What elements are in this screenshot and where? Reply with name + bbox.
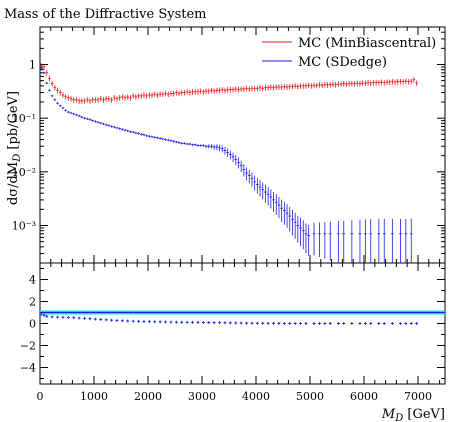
ratio-tick-label: 0 (29, 318, 36, 331)
chart-title: Mass of the Diffractive System (4, 7, 207, 22)
x-tick-label: 5000 (296, 390, 324, 403)
y-tick-label: 10⁻² (12, 166, 36, 179)
legend-sdedge-label: MC (SDedge) (298, 55, 387, 70)
legend: MC (MinBiascentral) MC (SDedge) (262, 36, 436, 70)
x-tick-label: 7000 (404, 390, 432, 403)
x-tick-label: 2000 (134, 390, 162, 403)
x-tick-label: 3000 (188, 390, 216, 403)
ratio-y-axis: 4 2 0 −2 −4 (20, 268, 445, 379)
x-tick-label: 4000 (242, 390, 270, 403)
series-sdedge (40, 67, 413, 263)
ratio-tick-label: −4 (20, 362, 36, 375)
main-y-axis: 1 10⁻¹ 10⁻² 10⁻³ (12, 26, 445, 264)
y-tick-label: 10⁻¹ (12, 112, 36, 125)
x-axis: 0 1000 2000 3000 4000 5000 6000 7000 (37, 27, 441, 403)
ratio-tick-label: 4 (29, 274, 36, 287)
x-tick-label: 6000 (350, 390, 378, 403)
x-axis-label: MD [GeV] (381, 407, 445, 422)
ratio-points (40, 312, 418, 325)
x-tick-label: 1000 (80, 390, 108, 403)
ratio-tick-label: −2 (20, 340, 36, 353)
y-tick-label: 1 (29, 59, 36, 72)
y-tick-label: 10⁻³ (12, 219, 36, 232)
legend-minbiascentral-label: MC (MinBiascentral) (298, 36, 436, 51)
ratio-tick-label: 2 (29, 296, 36, 309)
x-tick-label: 0 (37, 390, 44, 403)
ratio-reference (40, 310, 445, 315)
y-axis-label: dσ/dMD [pb/GeV] (6, 91, 23, 205)
series-minbiascentral (40, 63, 418, 104)
